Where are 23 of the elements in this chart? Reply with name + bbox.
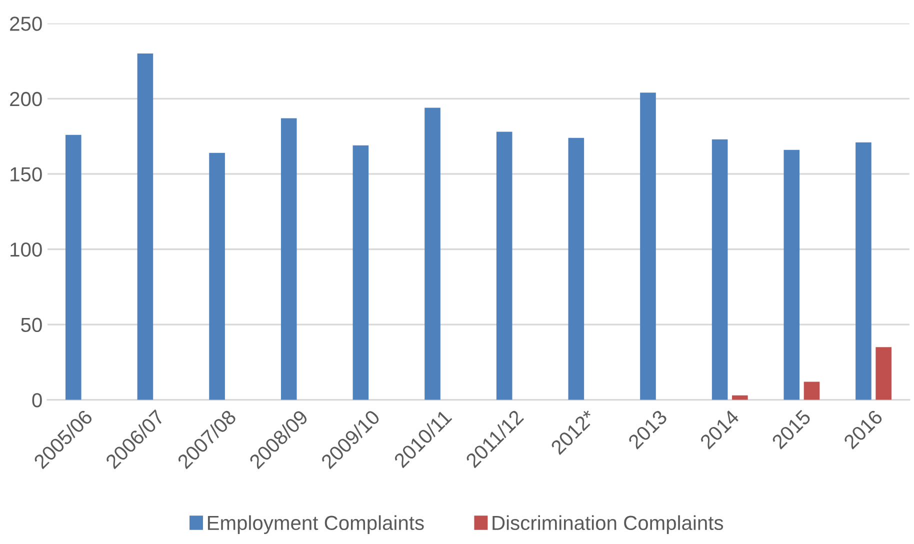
bar xyxy=(496,132,512,400)
bar xyxy=(424,108,440,400)
bar xyxy=(804,382,820,400)
bar xyxy=(209,152,225,400)
legend-label: Employment Complaints xyxy=(208,515,424,534)
legend-label: Discrimination Complaints xyxy=(492,515,724,534)
bar xyxy=(732,395,748,400)
bar xyxy=(568,138,584,400)
y-tick-label: 100 xyxy=(10,242,42,257)
bar xyxy=(352,145,369,400)
bar xyxy=(137,54,154,400)
y-tick-label: 150 xyxy=(10,167,42,182)
y-tick-label: 0 xyxy=(32,393,42,408)
bar xyxy=(876,347,892,400)
y-tick-label: 200 xyxy=(10,92,42,106)
bar xyxy=(856,142,872,400)
y-tick-label: 250 xyxy=(10,16,42,31)
y-tick-label: 50 xyxy=(21,318,42,332)
bar xyxy=(712,139,728,400)
bar xyxy=(65,134,82,400)
bar xyxy=(280,118,297,400)
bar xyxy=(640,92,656,400)
bar xyxy=(784,150,800,400)
